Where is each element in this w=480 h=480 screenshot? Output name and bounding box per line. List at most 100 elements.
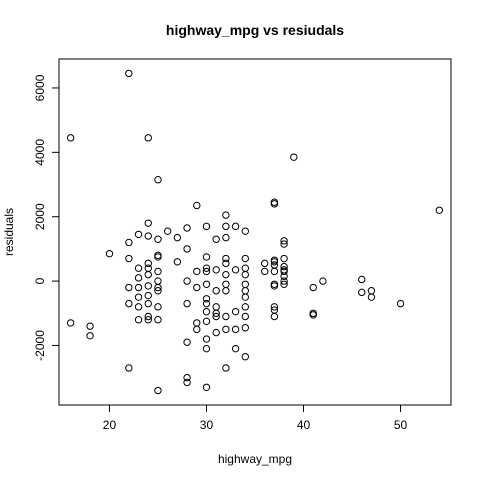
data-point (222, 259, 230, 268)
data-point (241, 287, 249, 295)
data-point (144, 134, 152, 142)
data-point (280, 240, 288, 248)
y-tick-label: 4000 (33, 139, 47, 166)
data-point (367, 293, 376, 301)
data-point (86, 332, 94, 340)
data-point (144, 312, 152, 321)
data-point (154, 316, 162, 324)
data-point (134, 303, 143, 311)
data-point (222, 233, 230, 242)
data-point (154, 235, 162, 243)
data-point (231, 325, 240, 334)
data-point (144, 232, 152, 240)
data-point (183, 378, 191, 387)
data-point (125, 238, 133, 247)
data-point (280, 267, 288, 276)
data-point (309, 283, 317, 292)
data-point (134, 293, 143, 301)
data-point (66, 319, 75, 327)
data-point (212, 266, 220, 274)
data-point (144, 291, 152, 300)
data-point (231, 307, 240, 316)
data-point (222, 254, 230, 263)
data-point (212, 309, 220, 317)
data-point (280, 272, 288, 280)
data-point (86, 322, 94, 330)
data-point (193, 319, 201, 327)
data-point (66, 134, 75, 142)
data-point (270, 282, 279, 290)
data-point (202, 280, 211, 289)
data-point (202, 222, 211, 231)
data-point (183, 338, 191, 346)
data-point (193, 201, 201, 210)
data-point (367, 287, 376, 295)
data-point (144, 299, 152, 308)
data-point (183, 245, 191, 253)
y-tick-label: 2000 (33, 203, 47, 230)
data-point (202, 344, 211, 353)
data-point (202, 299, 211, 308)
data-point (202, 253, 211, 261)
y-tick-label: 0 (33, 277, 47, 284)
data-point (202, 335, 211, 343)
data-point (222, 325, 230, 334)
data-point (144, 264, 152, 272)
data-point (241, 303, 249, 311)
y-axis: -2000 0 2000 4000 6000 (33, 74, 60, 361)
data-point (222, 211, 230, 219)
data-point (280, 277, 288, 285)
data-point (396, 299, 405, 308)
data-point (134, 316, 143, 324)
data-point (144, 282, 152, 290)
data-point (212, 235, 220, 243)
x-axis-label: highway_mpg (218, 452, 292, 466)
data-point (125, 69, 133, 78)
data-point (202, 264, 211, 272)
data-point (154, 386, 162, 395)
data-point (241, 312, 249, 321)
data-point (280, 237, 288, 245)
data-point (154, 283, 162, 292)
data-point (241, 353, 249, 361)
data-point (435, 206, 444, 214)
data-point (212, 287, 220, 295)
data-point (183, 373, 191, 382)
data-point (280, 262, 288, 271)
data-point (125, 283, 133, 292)
data-point (134, 274, 143, 282)
data-point (241, 280, 249, 289)
y-tick-label: -2000 (33, 330, 47, 361)
data-point (222, 222, 230, 231)
data-point (212, 303, 220, 311)
data-point (222, 280, 230, 289)
data-point (193, 283, 201, 292)
data-point (163, 227, 172, 235)
data-point (270, 200, 279, 208)
data-point (222, 364, 230, 372)
data-point (241, 254, 249, 263)
data-point (212, 312, 220, 321)
data-point (270, 303, 279, 311)
data-point (154, 253, 162, 261)
data-point (222, 312, 230, 321)
data-point (358, 288, 366, 297)
x-tick-label: 40 (297, 418, 311, 432)
x-tick-label: 20 (103, 418, 117, 432)
x-axis: 20 30 40 50 (103, 404, 408, 432)
data-point (154, 267, 162, 276)
data-point (241, 227, 249, 235)
data-point (231, 344, 240, 353)
data-point (144, 259, 152, 268)
data-point (309, 311, 317, 319)
data-point (134, 264, 143, 272)
data-point (154, 303, 162, 311)
data-point (193, 267, 201, 276)
data-point (125, 299, 133, 308)
data-point (222, 287, 230, 295)
data-point (144, 316, 152, 324)
data-point (261, 259, 269, 268)
y-axis-label: residuals (2, 208, 16, 256)
data-point (193, 325, 201, 334)
data-point (202, 295, 211, 303)
